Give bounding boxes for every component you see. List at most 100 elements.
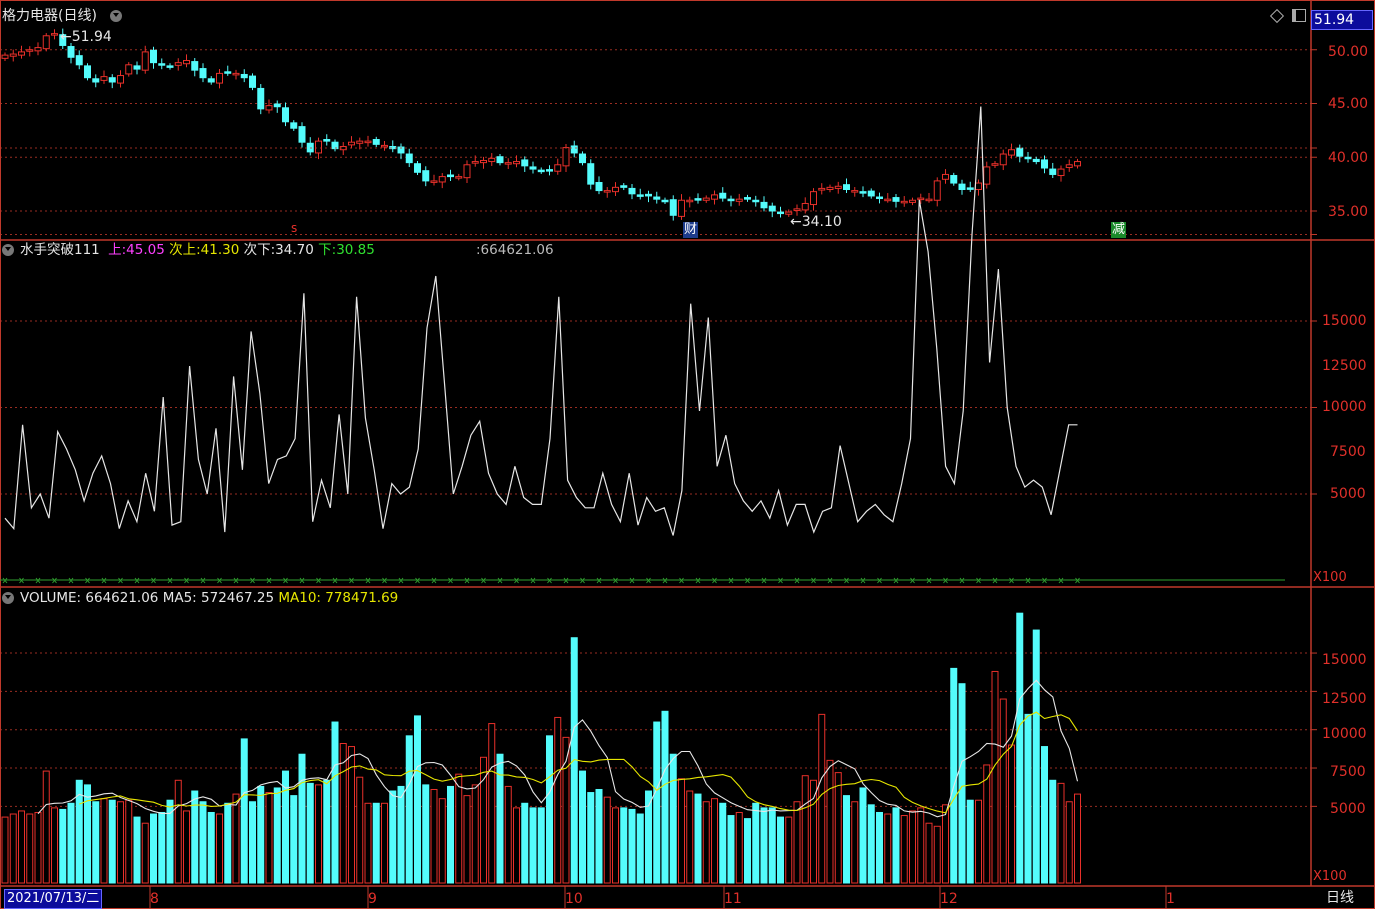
- volume-bar-down: [546, 735, 553, 884]
- candle-up: [141, 51, 149, 71]
- volume-bar-up: [339, 742, 347, 884]
- volume-bar-up: [834, 772, 842, 884]
- volume-bar-up: [455, 773, 463, 884]
- volume-bar-down: [158, 811, 166, 884]
- period-tab[interactable]: 日线: [1326, 890, 1354, 906]
- volume-bar-up: [900, 815, 908, 884]
- indicator-axis-label: 5000: [1330, 486, 1366, 502]
- candle-down: [727, 198, 735, 202]
- volume-bar-down: [867, 804, 875, 884]
- volume-axis-label: 12500: [1322, 691, 1367, 707]
- indicator-extra-value: :664621.06: [476, 242, 554, 258]
- jian-marker[interactable]: 减: [1111, 222, 1127, 238]
- price-axis-label: 35.00: [1328, 204, 1369, 220]
- date-cursor-label[interactable]: 2021/07/13/二: [4, 889, 103, 909]
- title-dropdown-icon[interactable]: [110, 10, 122, 22]
- volume-bar-down: [579, 770, 586, 884]
- volume-bar-up: [364, 802, 372, 884]
- cai-marker[interactable]: 财: [683, 222, 699, 238]
- candle-up: [909, 199, 916, 203]
- volume-bar-down: [92, 801, 100, 884]
- candle-up: [1057, 168, 1065, 177]
- candle-up: [18, 51, 25, 56]
- volume-bar-down: [67, 802, 75, 884]
- month-label: 10: [565, 891, 583, 907]
- candle-up: [471, 161, 479, 164]
- candle-up: [34, 47, 42, 52]
- volume-bar-down: [150, 813, 157, 884]
- candle-down: [661, 199, 669, 203]
- candle-down: [867, 190, 875, 197]
- volume-header: VOLUME: 664621.06 MA5: 572467.25 MA10: 7…: [20, 590, 398, 606]
- volume-bar-down: [224, 802, 232, 884]
- volume-bar-down: [447, 785, 454, 884]
- candle-down: [620, 185, 628, 188]
- volume-bar-up: [942, 804, 949, 884]
- volume-bar-up: [488, 723, 496, 884]
- volume-bar-up: [612, 807, 619, 884]
- candle-down: [67, 46, 75, 58]
- volume-bar-down: [744, 818, 751, 884]
- volume-bar-down: [645, 790, 652, 884]
- candle-down: [719, 192, 727, 199]
- volume-bar-up: [735, 811, 743, 884]
- candle-down: [372, 139, 380, 145]
- candle-down: [59, 34, 67, 46]
- candle-down: [1032, 158, 1040, 163]
- indicator-dropdown-icon[interactable]: [2, 244, 14, 256]
- candle-down: [669, 199, 677, 216]
- indicator-line: [4, 106, 1078, 536]
- candle-down: [1024, 156, 1032, 160]
- candle-down: [521, 159, 529, 167]
- volume-bar-up: [216, 813, 223, 884]
- volume-bar-up: [975, 799, 982, 884]
- month-label: 11: [724, 891, 742, 907]
- month-label: 9: [368, 891, 377, 907]
- volume-bar-up: [471, 784, 479, 884]
- volume-bar-up: [909, 810, 916, 884]
- candle-down: [290, 122, 298, 129]
- volume-bar-up: [34, 811, 42, 884]
- volume-bar-up: [381, 802, 388, 884]
- volume-axis-label: 10000: [1322, 726, 1367, 742]
- volume-bar-down: [414, 715, 421, 884]
- candle-up: [183, 60, 190, 65]
- volume-bar-up: [1, 816, 9, 884]
- volume-bar-down: [892, 807, 900, 884]
- window-icon[interactable]: [1292, 9, 1306, 22]
- indicator-axis-label: 7500: [1330, 444, 1366, 460]
- volume-bar-down: [843, 795, 850, 884]
- candle-down: [760, 201, 768, 209]
- volume-bar-up: [18, 810, 25, 884]
- volume-bar-up: [562, 736, 570, 884]
- candle-up: [603, 190, 611, 193]
- volume-bar-up: [430, 788, 438, 884]
- candle-up: [925, 198, 933, 202]
- indicator-axis-label: 10000: [1322, 399, 1367, 415]
- candle-down: [645, 193, 652, 197]
- candle-down: [777, 211, 784, 215]
- month-label: 12: [940, 891, 958, 907]
- volume-bar-up: [810, 779, 817, 884]
- candle-down: [298, 126, 306, 143]
- indicator-multiplier: X100: [1313, 570, 1347, 585]
- candle-up: [480, 159, 487, 164]
- volume-multiplier: X100: [1313, 869, 1347, 884]
- s-marker[interactable]: s: [291, 221, 298, 235]
- upper-label: 上:: [108, 242, 127, 258]
- candle-up: [26, 49, 34, 52]
- candle-up: [504, 162, 512, 165]
- volume-bar-up: [925, 822, 933, 884]
- candle-down: [414, 163, 421, 173]
- volume-bar-down: [653, 721, 661, 884]
- volume-dropdown-icon[interactable]: [2, 592, 14, 604]
- candle-up: [975, 182, 982, 191]
- candle-down: [257, 87, 265, 110]
- candle-up: [1, 54, 9, 59]
- volume-bar-up: [702, 801, 710, 884]
- volume-bar-up: [265, 792, 273, 884]
- volume-bar-up: [818, 713, 826, 884]
- max-price-annotation: ←51.94: [60, 29, 112, 45]
- candle-up: [826, 186, 834, 191]
